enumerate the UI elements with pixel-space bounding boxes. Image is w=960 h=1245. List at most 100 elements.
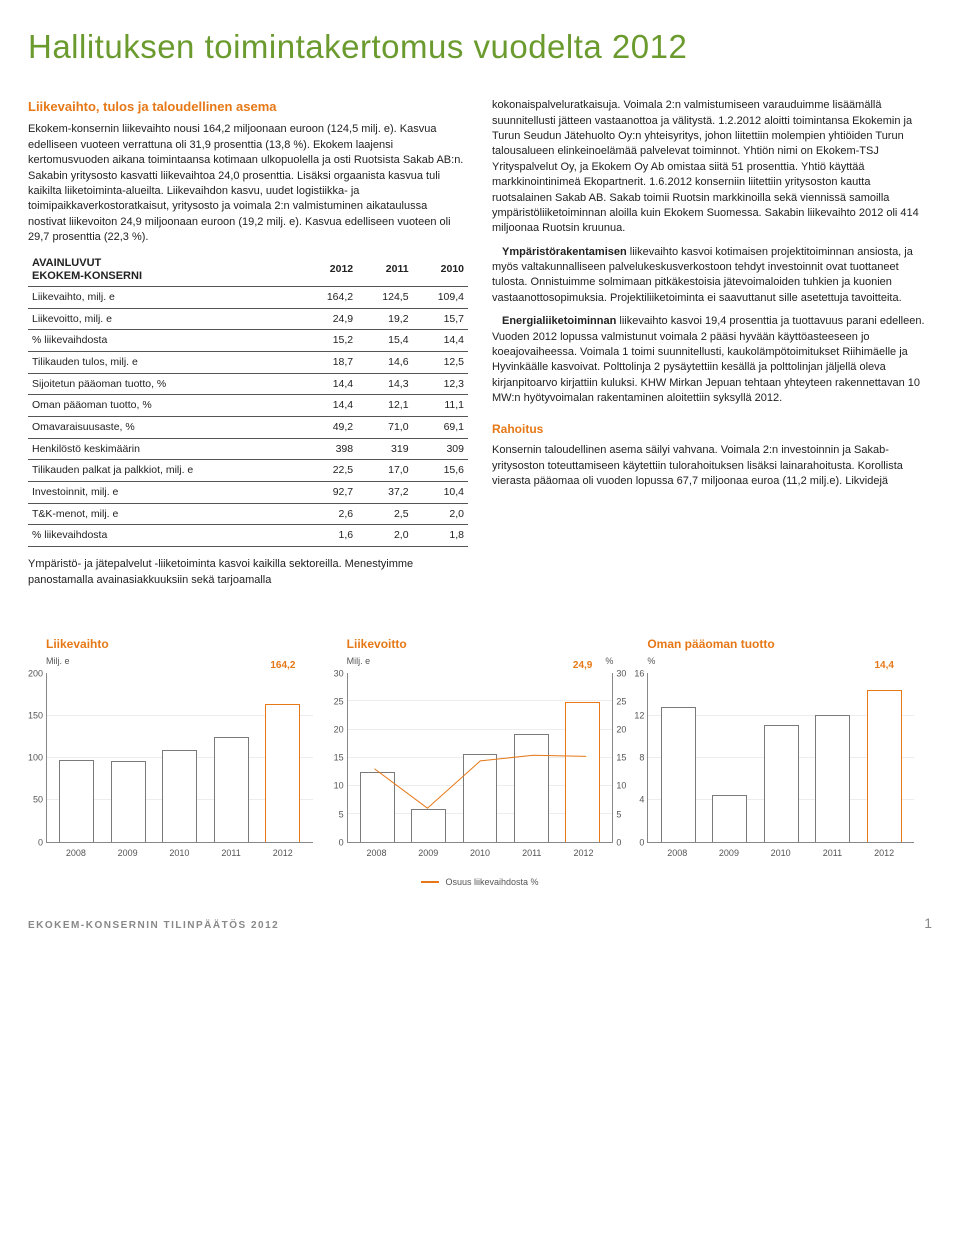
x-label: 2011 xyxy=(205,847,257,860)
bar xyxy=(514,734,549,842)
col-2012: 2012 xyxy=(302,254,357,287)
bar-slot xyxy=(352,673,403,842)
x-label: 2010 xyxy=(755,847,807,860)
table-row: T&K-menot, milj. e2,62,52,0 xyxy=(28,503,468,525)
x-label: 2008 xyxy=(351,847,403,860)
row-value: 2,5 xyxy=(357,503,412,525)
bar-slot: 14,4 xyxy=(858,673,910,842)
bar xyxy=(214,737,249,842)
row-value: 92,7 xyxy=(302,482,357,504)
bar-slot xyxy=(51,673,103,842)
bar-slot xyxy=(652,673,704,842)
row-value: 22,5 xyxy=(302,460,357,482)
table-row: Liikevaihto, milj. e164,2124,5109,4 xyxy=(28,286,468,308)
row-value: 14,4 xyxy=(413,330,468,352)
y-tick: 0 xyxy=(324,836,344,849)
row-value: 15,7 xyxy=(413,308,468,330)
bar-slot xyxy=(206,673,258,842)
rahoitus-para: Konsernin taloudellinen asema säilyi vah… xyxy=(492,443,932,489)
row-value: 14,4 xyxy=(302,395,357,417)
bar xyxy=(661,707,696,842)
page-footer: EKOKEM-KONSERNIN TILINPÄÄTÖS 2012 1 xyxy=(28,914,932,934)
table-row: % liikevaihdosta1,62,01,8 xyxy=(28,525,468,547)
row-label: T&K-menot, milj. e xyxy=(28,503,302,525)
y-tick-right: 20 xyxy=(616,723,634,736)
footer-left: EKOKEM-KONSERNIN TILINPÄÄTÖS 2012 xyxy=(28,919,279,933)
bar-slot xyxy=(403,673,454,842)
x-label: 2009 xyxy=(402,847,454,860)
left-heading: Liikevaihto, tulos ja taloudellinen asem… xyxy=(28,98,468,116)
bar xyxy=(360,772,395,842)
key-figures-table: AVAINLUVUTEKOKEM-KONSERNI 2012 2011 2010… xyxy=(28,254,468,548)
right-para-2: Ympäristörakentamisen liikevaihto kasvoi… xyxy=(492,245,932,307)
x-label: 2008 xyxy=(651,847,703,860)
bar-slot xyxy=(506,673,557,842)
y-tick: 10 xyxy=(324,780,344,793)
chart-profit-unit: Milj. e xyxy=(347,655,407,668)
bar-slot: 24,9 xyxy=(557,673,608,842)
row-value: 12,3 xyxy=(413,373,468,395)
chart-profit-title: Liikevoitto xyxy=(347,636,407,653)
bar-highlight-label: 24,9 xyxy=(573,659,592,673)
row-value: 1,8 xyxy=(413,525,468,547)
bar-slot xyxy=(755,673,807,842)
row-value: 319 xyxy=(357,438,412,460)
table-row: Sijoitetun pääoman tuotto, %14,414,312,3 xyxy=(28,373,468,395)
y-tick: 25 xyxy=(324,695,344,708)
row-label: Oman pääoman tuotto, % xyxy=(28,395,302,417)
chart-profit: Liikevoitto Milj. e % 051015202530051015… xyxy=(347,636,614,889)
x-label: 2011 xyxy=(807,847,859,860)
x-label: 2012 xyxy=(858,847,910,860)
bar-highlight-label: 164,2 xyxy=(270,659,295,673)
table-row: % liikevaihdosta15,215,414,4 xyxy=(28,330,468,352)
chart-roe-title: Oman pääoman tuotto xyxy=(647,636,914,653)
y-tick-right: 10 xyxy=(616,780,634,793)
row-label: % liikevaihdosta xyxy=(28,330,302,352)
rahoitus-heading: Rahoitus xyxy=(492,421,932,438)
table-row: Omavaraisuusaste, %49,271,069,1 xyxy=(28,417,468,439)
row-label: Henkilöstö keskimäärin xyxy=(28,438,302,460)
row-value: 11,1 xyxy=(413,395,468,417)
row-value: 2,0 xyxy=(357,525,412,547)
x-label: 2011 xyxy=(506,847,558,860)
x-label: 2012 xyxy=(257,847,309,860)
row-label: Liikevaihto, milj. e xyxy=(28,286,302,308)
bar xyxy=(867,690,902,842)
row-value: 12,1 xyxy=(357,395,412,417)
x-label: 2008 xyxy=(50,847,102,860)
row-value: 124,5 xyxy=(357,286,412,308)
bar xyxy=(815,715,850,843)
row-value: 18,7 xyxy=(302,351,357,373)
table-row: Tilikauden palkat ja palkkiot, milj. e22… xyxy=(28,460,468,482)
body-columns: Liikevaihto, tulos ja taloudellinen asem… xyxy=(28,98,932,596)
left-column: Liikevaihto, tulos ja taloudellinen asem… xyxy=(28,98,468,596)
y-tick: 30 xyxy=(324,667,344,680)
footer-page-number: 1 xyxy=(924,914,932,934)
row-label: Tilikauden tulos, milj. e xyxy=(28,351,302,373)
row-value: 398 xyxy=(302,438,357,460)
bar xyxy=(162,750,197,842)
y-tick: 200 xyxy=(23,667,43,680)
row-value: 10,4 xyxy=(413,482,468,504)
bar xyxy=(411,809,446,843)
bar-slot xyxy=(704,673,756,842)
row-value: 164,2 xyxy=(302,286,357,308)
charts-row: Liikevaihto Milj. e 050100150200164,2 20… xyxy=(28,636,932,889)
table-row: Investoinnit, milj. e92,737,210,4 xyxy=(28,482,468,504)
x-label: 2012 xyxy=(558,847,610,860)
y-tick: 16 xyxy=(624,667,644,680)
bar xyxy=(764,725,799,842)
row-value: 49,2 xyxy=(302,417,357,439)
bar-slot xyxy=(103,673,155,842)
y-tick: 150 xyxy=(23,709,43,722)
row-value: 2,6 xyxy=(302,503,357,525)
y-tick: 0 xyxy=(23,836,43,849)
row-value: 1,6 xyxy=(302,525,357,547)
x-label: 2010 xyxy=(153,847,205,860)
x-label: 2009 xyxy=(102,847,154,860)
y-tick-right: 25 xyxy=(616,695,634,708)
y-tick: 50 xyxy=(23,794,43,807)
row-label: Liikevoitto, milj. e xyxy=(28,308,302,330)
bar-highlight-label: 14,4 xyxy=(875,659,894,673)
y-tick: 100 xyxy=(23,752,43,765)
